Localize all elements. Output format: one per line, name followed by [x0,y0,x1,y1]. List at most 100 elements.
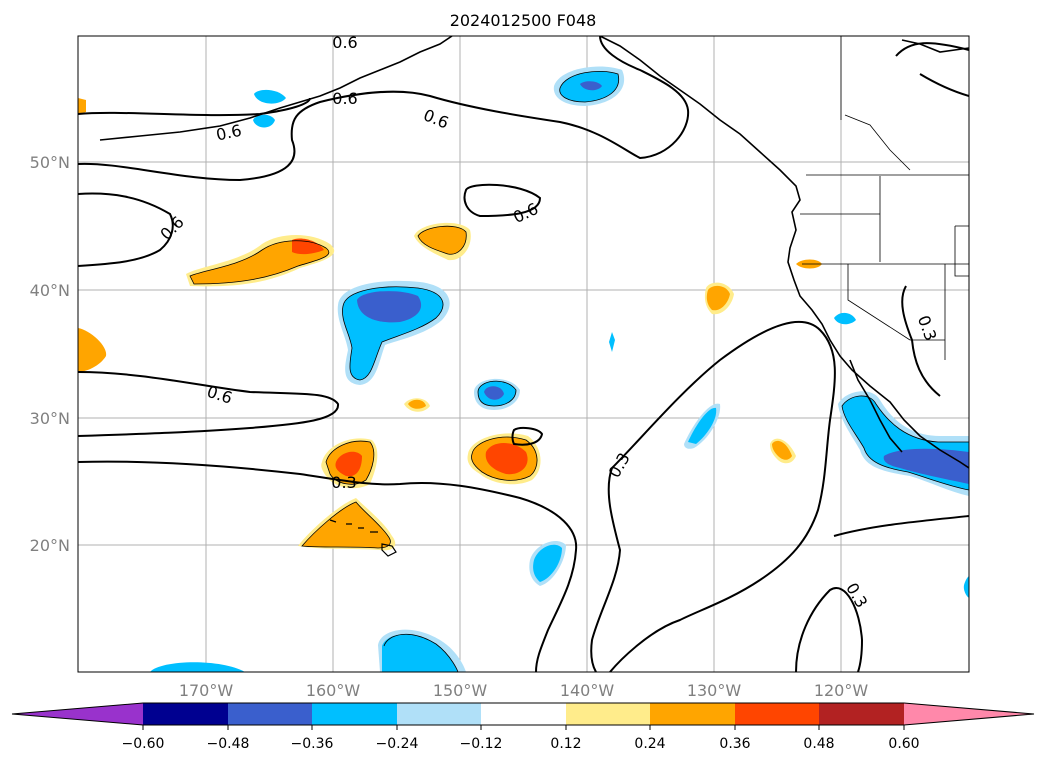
lon-label: 160°W [306,681,361,700]
contour-0.3-loop-lower [590,467,622,672]
neg-region-bottom-left [150,662,245,672]
coastline-north-america [599,36,969,469]
pos-region-hawaii [302,502,391,548]
outline-32n [477,380,517,407]
colorbar-segment [735,703,819,725]
pos-region-small [408,399,426,409]
contour-0.6-north [78,36,690,182]
pos-region-hawaii-north-core [335,451,362,477]
pos-region-27n-core [485,443,528,475]
colorbar-extend-high [904,703,1034,725]
outline-44n [417,225,467,255]
border-bc [844,114,911,171]
lat-label: 50°N [30,153,70,172]
coastline-arctic [901,39,969,53]
neg-region-edge [963,576,969,598]
neg-region-130w [688,407,717,444]
colorbar-tick-label: 0.60 [888,736,919,752]
lon-label: 150°W [433,681,488,700]
colorbar-tick-label: 0.36 [719,736,750,752]
gridlines [78,36,969,672]
outline-central [342,286,444,381]
lat-label: 40°N [30,281,70,300]
contour-0.3-south [78,460,578,672]
contour-label: 0.6 [332,89,357,108]
colorbar-tick-label: 0.12 [550,736,581,752]
colorbar-tick-label: −0.36 [291,736,334,752]
colorbar-segment [481,703,566,725]
contour-0.3-east [901,285,941,397]
pos-region-north-core [292,238,324,255]
contour-0.6-ne-2 [919,73,969,97]
colorbar-segment [312,703,397,725]
lat-labels: 50°N 40°N 30°N 20°N [30,153,70,555]
pos-region-125w [772,440,792,460]
coastlines [99,36,969,469]
colorbar-tick-label: 0.48 [803,736,834,752]
colorbar-segment [143,703,228,725]
outline-hawaii [301,501,391,549]
pos-region-west [78,328,107,372]
colorbar: −0.60 −0.48 −0.36 −0.24 −0.12 0.12 0.24 … [11,702,1035,752]
coastline-aleutians [99,36,453,141]
neg-region-mexico-core [883,448,969,484]
hawaii-islands [329,519,397,557]
neg-region-aleutian-2 [253,114,275,128]
neg-region-gulf-alaska-core [580,81,602,91]
coastline-baja [849,359,903,453]
contour-0.6-west [78,192,174,267]
colorbar-tick-label: −0.48 [207,736,250,752]
lon-label: 170°W [179,681,234,700]
neg-region-aleutian-1 [254,89,286,104]
lon-labels: 170°W 160°W 150°W 140°W 130°W 120°W [179,681,869,700]
outline-hawaii-north [325,440,375,485]
contour-lines [78,36,969,672]
neg-region-bottom [382,634,458,672]
neg-region-18n [533,544,562,582]
contour-label: 0.6 [214,121,243,145]
chart-title: 2024012500 F048 [450,11,597,30]
colorbar-tick-label: 0.24 [634,736,665,752]
neg-region-32n-core [484,386,504,400]
pos-region-corner [78,98,86,114]
outline-bottom [383,633,459,672]
map-background [78,36,969,672]
anomaly-outlines [189,71,969,672]
colorbar-segment [397,703,481,725]
lon-label: 120°W [814,681,869,700]
state-borders [800,176,969,360]
colorbar-ticks [142,725,905,730]
contour-0.3-bottom-right [795,587,864,672]
pos-region-130w [706,285,730,311]
colorbar-tick-label: −0.12 [460,736,503,752]
neg-region-california [834,312,856,325]
map-frame [77,35,970,673]
colorbar-tick-label: −0.60 [122,736,165,752]
map-panel: 0.6 0.6 0.6 0.6 0.6 0.6 0.6 0.3 0.3 0.3 … [77,33,970,673]
colorbar-segment [228,703,312,725]
neg-region-sliver [609,332,615,352]
contour-label: 0.3 [331,473,356,492]
colorbar-tick-label: −0.24 [376,736,419,752]
contour-label: 0.6 [332,33,357,52]
contour-0.3-far-east [833,515,969,537]
outline-mexico [841,395,969,491]
lon-label: 130°W [687,681,742,700]
contour-0.6-aleutian [78,97,311,117]
lat-label: 20°N [30,536,70,555]
outline-north [189,240,330,285]
lat-label: 30°N [30,409,70,428]
political-borders [800,36,969,360]
contour-small-closed [511,426,544,446]
lon-label: 140°W [560,681,615,700]
filled-anomalies [78,66,969,672]
outline-27n [471,436,538,481]
outline-gulf-alaska [559,71,620,103]
contour-0.6-ne [895,42,969,57]
neg-region-central-core [357,291,422,323]
contour-0.6-mid [78,371,339,437]
contour-0.3-loop [609,321,836,672]
colorbar-segment [650,703,735,725]
colorbar-segment [819,703,904,725]
colorbar-segment [566,703,650,725]
